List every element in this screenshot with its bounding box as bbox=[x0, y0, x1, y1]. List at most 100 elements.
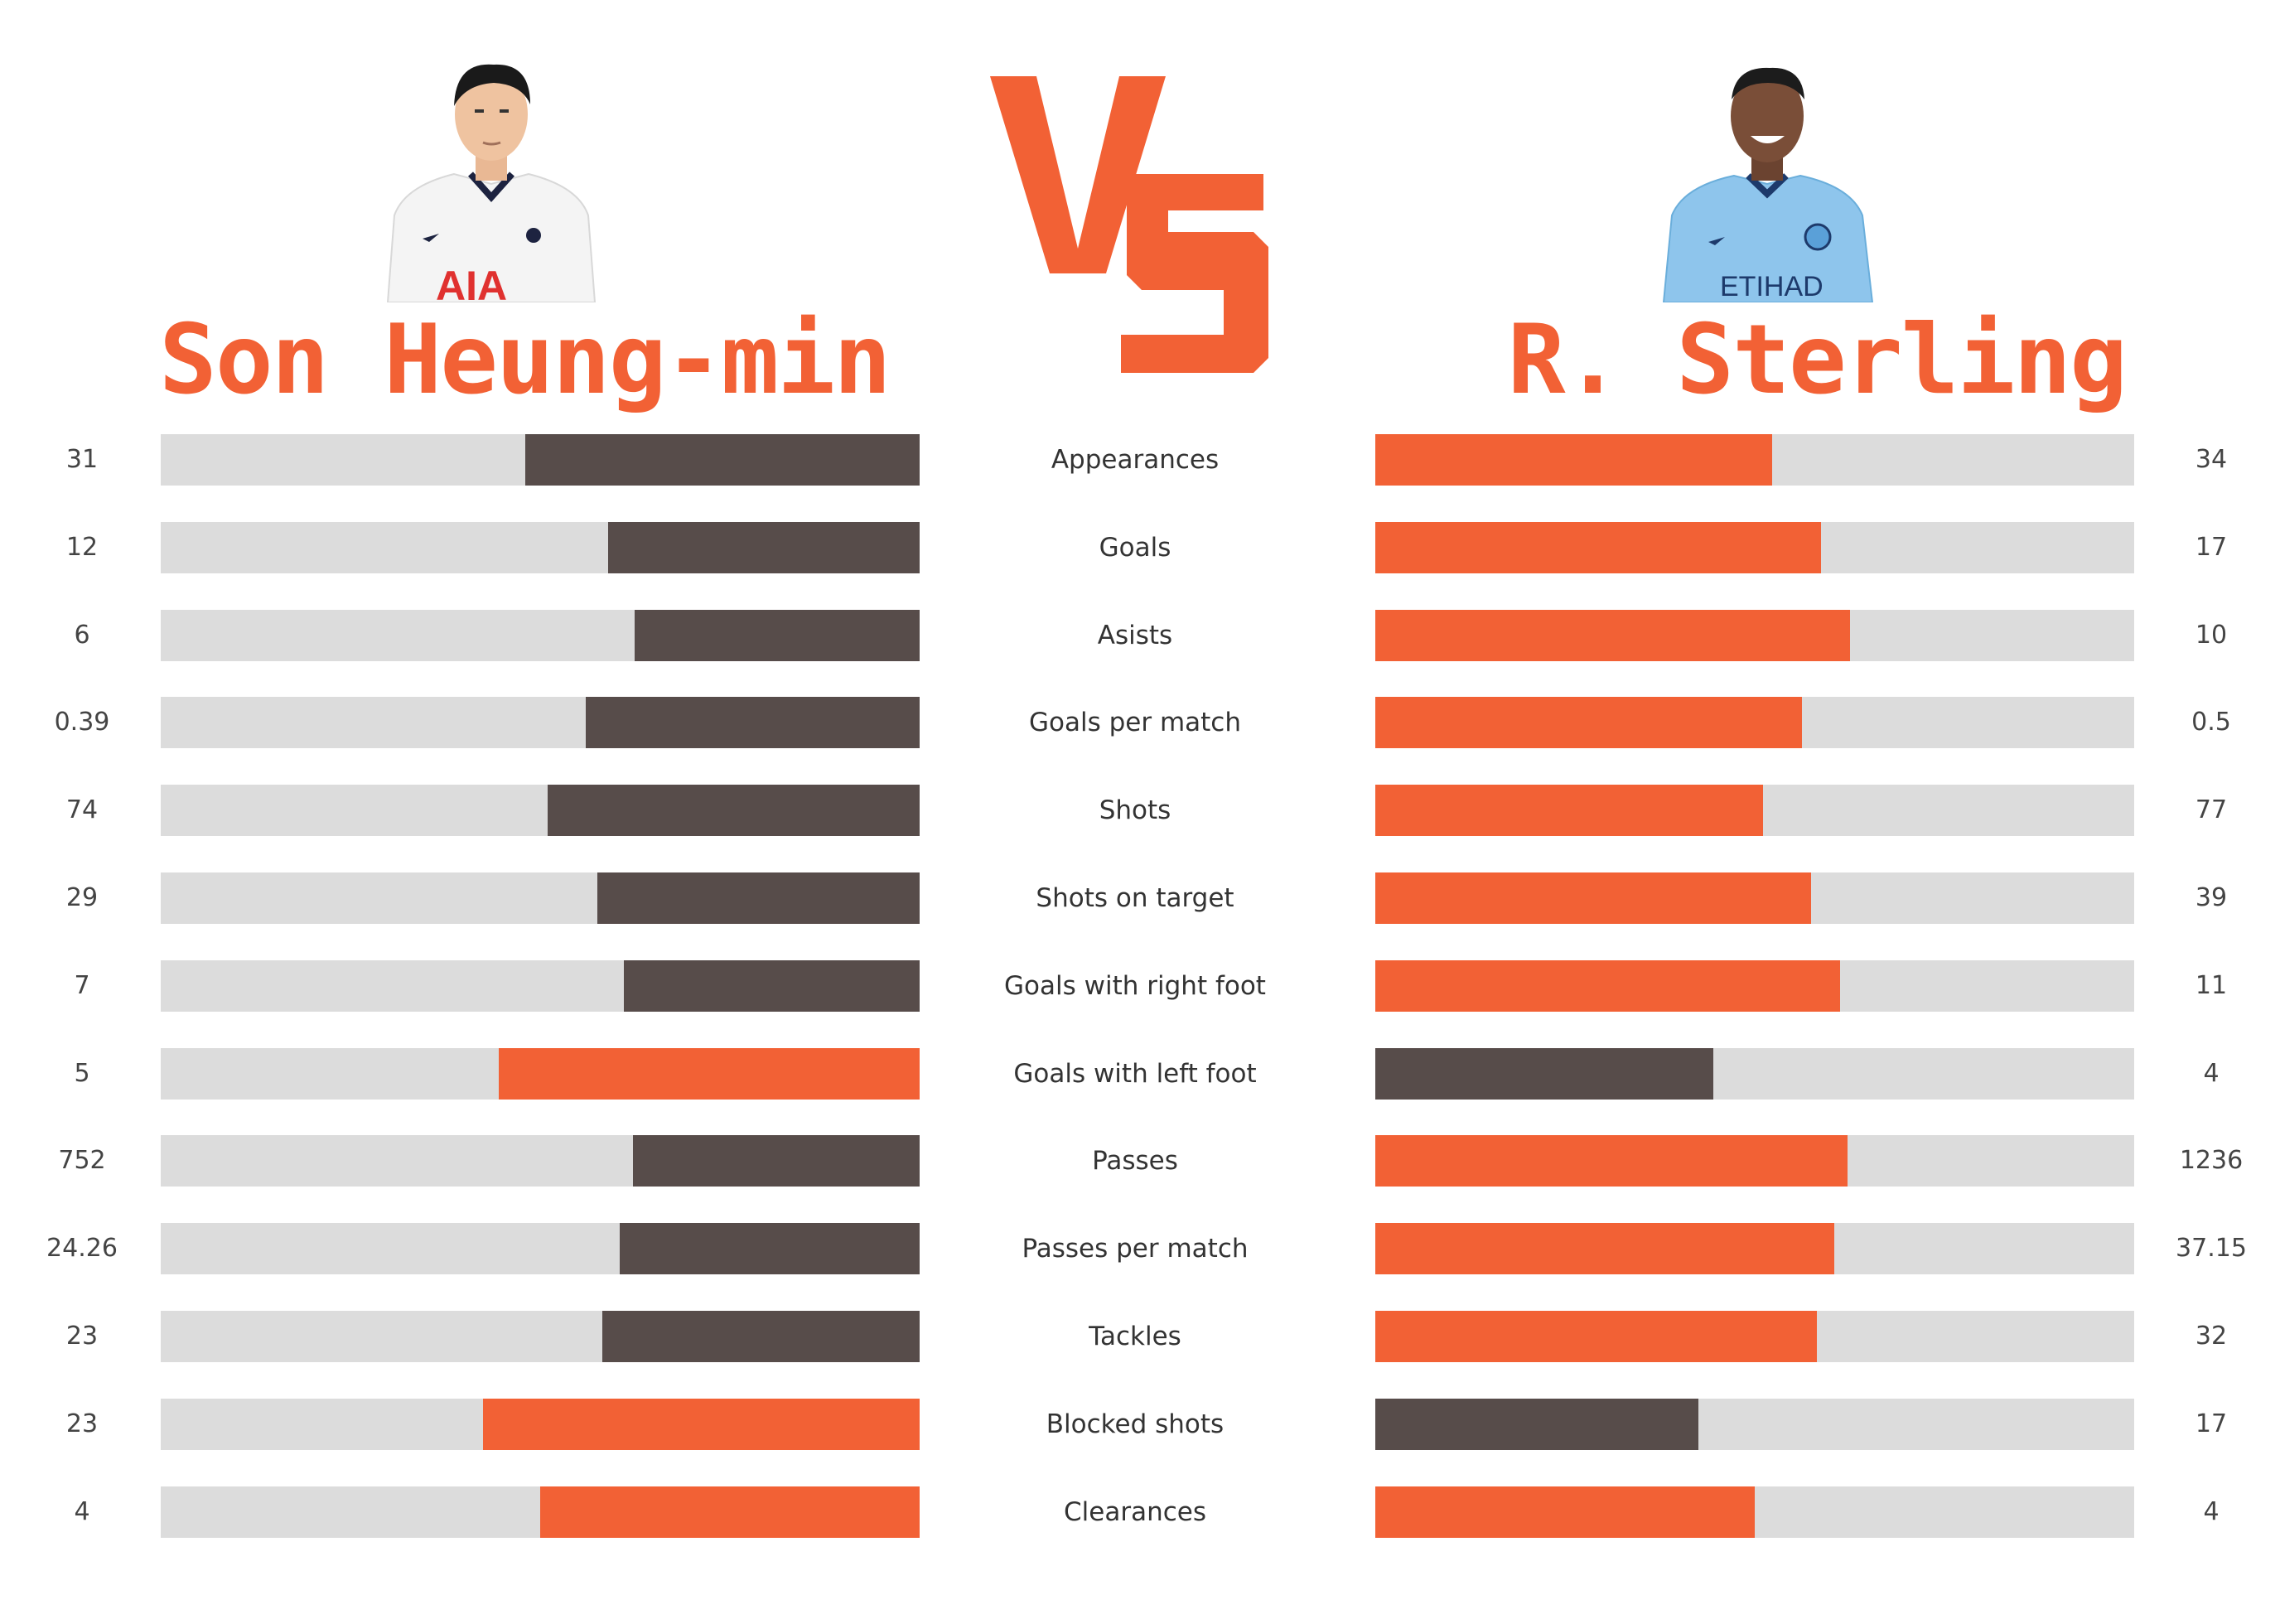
right-stat-value: 1236 bbox=[2179, 1146, 2244, 1175]
left-stat-track bbox=[161, 1223, 920, 1274]
left-stat-track bbox=[161, 785, 920, 836]
right-stat-bar bbox=[1375, 785, 1763, 836]
right-stat-bar bbox=[1375, 1311, 1817, 1362]
right-stat-track bbox=[1375, 610, 2134, 661]
right-stat-bar bbox=[1375, 1048, 1713, 1100]
left-stat-bar bbox=[620, 1223, 920, 1274]
left-stat-track bbox=[161, 1048, 920, 1100]
right-stat-value: 10 bbox=[2195, 621, 2228, 650]
stat-row: 5 Goals with left foot 4 bbox=[0, 1048, 2280, 1100]
stat-label: Passes bbox=[1092, 1146, 1178, 1176]
stat-label: Blocked shots bbox=[1046, 1409, 1225, 1439]
left-stat-track bbox=[161, 1486, 920, 1538]
svg-text:AIA: AIA bbox=[436, 263, 507, 302]
stat-row: 74 Shots 77 bbox=[0, 785, 2280, 836]
right-stat-track bbox=[1375, 1399, 2134, 1450]
left-stat-bar bbox=[635, 610, 920, 661]
left-stat-bar bbox=[633, 1135, 920, 1187]
right-stat-track bbox=[1375, 1048, 2134, 1100]
left-stat-bar bbox=[602, 1311, 920, 1362]
left-stat-bar bbox=[624, 960, 920, 1012]
left-stat-track bbox=[161, 434, 920, 486]
left-stat-value: 752 bbox=[58, 1146, 106, 1175]
left-stat-bar bbox=[586, 697, 920, 748]
left-stat-value: 6 bbox=[74, 621, 90, 650]
stat-row: 12 Goals 17 bbox=[0, 522, 2280, 573]
right-stat-value: 11 bbox=[2195, 971, 2228, 1000]
right-stat-bar bbox=[1375, 1223, 1834, 1274]
stat-label: Shots bbox=[1099, 795, 1171, 825]
left-stat-track bbox=[161, 697, 920, 748]
player-name-right: R. Sterling bbox=[1507, 304, 2128, 416]
stat-row: 23 Blocked shots 17 bbox=[0, 1399, 2280, 1450]
right-stat-track bbox=[1375, 1223, 2134, 1274]
left-stat-track bbox=[161, 960, 920, 1012]
stat-label: Tackles bbox=[1089, 1322, 1181, 1351]
right-stat-value: 77 bbox=[2195, 795, 2228, 824]
right-stat-value: 39 bbox=[2195, 883, 2228, 912]
player-photo-sterling: ETIHAD bbox=[1655, 50, 1879, 302]
right-stat-value: 4 bbox=[2203, 1059, 2220, 1088]
left-stat-bar bbox=[597, 872, 920, 924]
svg-text:ETIHAD: ETIHAD bbox=[1720, 271, 1824, 302]
left-stat-value: 24.26 bbox=[46, 1234, 118, 1263]
left-stat-value: 23 bbox=[65, 1409, 99, 1438]
right-stat-value: 37.15 bbox=[2176, 1234, 2247, 1263]
stat-row: 23 Tackles 32 bbox=[0, 1311, 2280, 1362]
left-stat-bar bbox=[499, 1048, 920, 1100]
left-stat-value: 29 bbox=[65, 883, 99, 912]
right-stat-value: 0.5 bbox=[2191, 708, 2231, 737]
player-name-left: Son Heung-min bbox=[159, 304, 891, 416]
left-stat-bar bbox=[548, 785, 920, 836]
stat-label: Clearances bbox=[1064, 1497, 1206, 1527]
player-photo-sterling-image: ETIHAD bbox=[1662, 67, 1874, 302]
stat-label: Goals with right foot bbox=[1004, 971, 1266, 1001]
right-stat-value: 17 bbox=[2195, 533, 2228, 562]
right-stat-track bbox=[1375, 960, 2134, 1012]
right-stat-bar bbox=[1375, 1399, 1698, 1450]
left-stat-track bbox=[161, 522, 920, 573]
right-stat-bar bbox=[1375, 522, 1821, 573]
stat-label: Goals with left foot bbox=[1013, 1059, 1257, 1089]
vs-logo bbox=[990, 76, 1272, 383]
left-stat-track bbox=[161, 1135, 920, 1187]
stat-label: Appearances bbox=[1051, 445, 1220, 475]
left-stat-value: 12 bbox=[65, 533, 99, 562]
right-stat-track bbox=[1375, 522, 2134, 573]
right-stat-track bbox=[1375, 872, 2134, 924]
stat-row: 24.26 Passes per match 37.15 bbox=[0, 1223, 2280, 1274]
player-photo-son: AIA bbox=[379, 50, 603, 302]
right-stat-bar bbox=[1375, 872, 1811, 924]
right-stat-value: 17 bbox=[2195, 1409, 2228, 1438]
stat-label: Asists bbox=[1097, 621, 1173, 650]
left-stat-bar bbox=[540, 1486, 920, 1538]
right-stat-track bbox=[1375, 785, 2134, 836]
right-stat-bar bbox=[1375, 1135, 1848, 1187]
right-stat-bar bbox=[1375, 610, 1850, 661]
left-stat-track bbox=[161, 1399, 920, 1450]
left-stat-value: 31 bbox=[65, 445, 99, 474]
left-stat-bar bbox=[483, 1399, 920, 1450]
left-stat-value: 0.39 bbox=[54, 708, 110, 737]
stat-label: Passes per match bbox=[1022, 1234, 1249, 1264]
right-stat-bar bbox=[1375, 697, 1802, 748]
stat-row: 0.39 Goals per match 0.5 bbox=[0, 697, 2280, 748]
left-stat-track bbox=[161, 1311, 920, 1362]
left-stat-track bbox=[161, 610, 920, 661]
player-photo-son-image: AIA bbox=[386, 64, 597, 302]
left-stat-value: 23 bbox=[65, 1322, 99, 1351]
right-stat-value: 34 bbox=[2195, 445, 2228, 474]
left-stat-value: 74 bbox=[65, 795, 99, 824]
stat-row: 31 Appearances 34 bbox=[0, 434, 2280, 486]
left-stat-bar bbox=[525, 434, 920, 486]
right-stat-bar bbox=[1375, 434, 1772, 486]
left-stat-bar bbox=[608, 522, 920, 573]
left-stat-track bbox=[161, 872, 920, 924]
right-stat-track bbox=[1375, 697, 2134, 748]
stat-row: 29 Shots on target 39 bbox=[0, 872, 2280, 924]
right-stat-track bbox=[1375, 1311, 2134, 1362]
right-stat-track bbox=[1375, 1135, 2134, 1187]
right-stat-bar bbox=[1375, 960, 1840, 1012]
stat-label: Goals bbox=[1099, 533, 1171, 563]
right-stat-track bbox=[1375, 434, 2134, 486]
